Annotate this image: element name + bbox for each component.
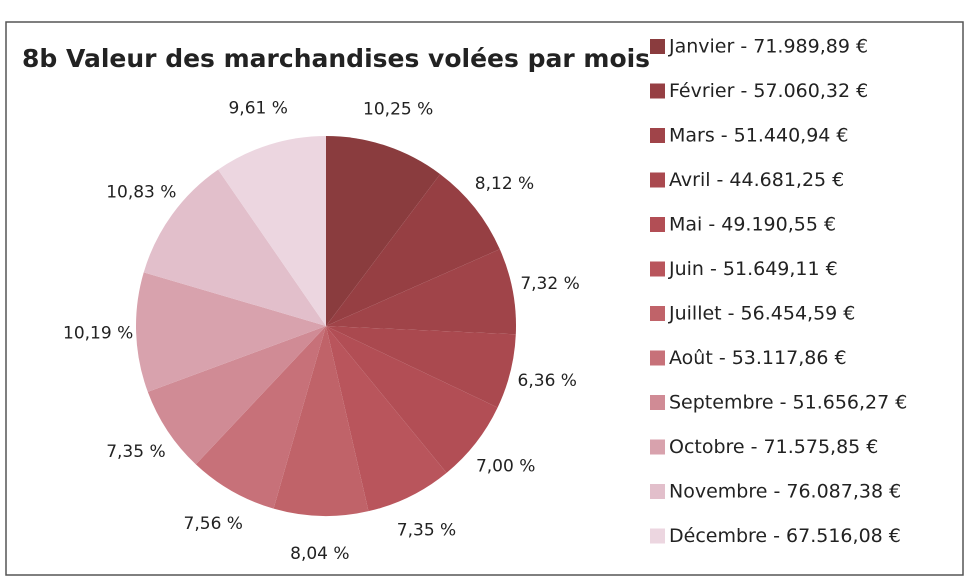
legend-swatch — [650, 261, 665, 277]
data-label: 10,83 % — [106, 182, 176, 202]
data-label: 7,00 % — [476, 456, 535, 476]
data-label: 10,25 % — [363, 100, 433, 120]
pie-slice — [147, 326, 326, 465]
pie-slice — [273, 326, 369, 516]
data-label: 7,35 % — [106, 442, 165, 462]
data-label: 8,12 % — [475, 174, 534, 194]
legend-label: Septembre - 51.656,27 € — [669, 392, 907, 414]
pie-slice — [326, 249, 516, 335]
legend-swatch — [650, 306, 665, 321]
legend-swatch — [650, 128, 665, 143]
data-label: 6,36 % — [518, 371, 577, 391]
legend-swatch — [650, 439, 665, 455]
data-label: 8,04 % — [290, 544, 349, 564]
pie-slice — [326, 326, 447, 512]
legend-label: Juillet - 56.454,59 € — [668, 303, 855, 325]
pie-slice — [326, 326, 516, 408]
legend-label: Novembre - 76.087,38 € — [669, 481, 901, 503]
pie-slice — [218, 136, 326, 326]
legend-label: Août - 53.117,86 € — [669, 347, 847, 369]
legend-label: Janvier - 71.989,89 € — [668, 36, 868, 58]
legend-swatch — [650, 395, 665, 410]
legend-swatch — [650, 39, 665, 54]
data-label: 10,19 % — [63, 324, 133, 344]
legend-label: Avril - 44.681,25 € — [669, 169, 844, 191]
legend-label: Février - 57.060,32 € — [669, 80, 868, 102]
pie-slice — [143, 169, 326, 326]
legend-label: Mai - 49.190,55 € — [669, 214, 836, 236]
legend-label: Octobre - 71.575,85 € — [669, 436, 878, 458]
legend-swatch — [650, 528, 665, 544]
legend-swatch — [650, 83, 665, 99]
data-label: 7,32 % — [520, 274, 579, 294]
pie-slice — [326, 136, 441, 326]
pie-slice — [195, 326, 326, 509]
legend-label: Mars - 51.440,94 € — [669, 125, 849, 147]
legend-label: Décembre - 67.516,08 € — [669, 525, 901, 547]
legend-swatch — [650, 172, 665, 188]
chart-title: 8b Valeur des marchandises volées par mo… — [22, 44, 650, 73]
legend-label: Juin - 51.649,11 € — [668, 258, 838, 280]
legend-swatch — [650, 484, 665, 499]
data-label: 7,56 % — [184, 514, 243, 534]
data-label: 7,35 % — [397, 521, 456, 541]
legend-swatch — [650, 350, 665, 366]
pie-slice — [326, 326, 498, 473]
pie-slice — [326, 174, 500, 326]
pie-slice — [135, 272, 326, 392]
legend-swatch — [650, 217, 665, 232]
data-label: 9,61 % — [228, 98, 287, 118]
